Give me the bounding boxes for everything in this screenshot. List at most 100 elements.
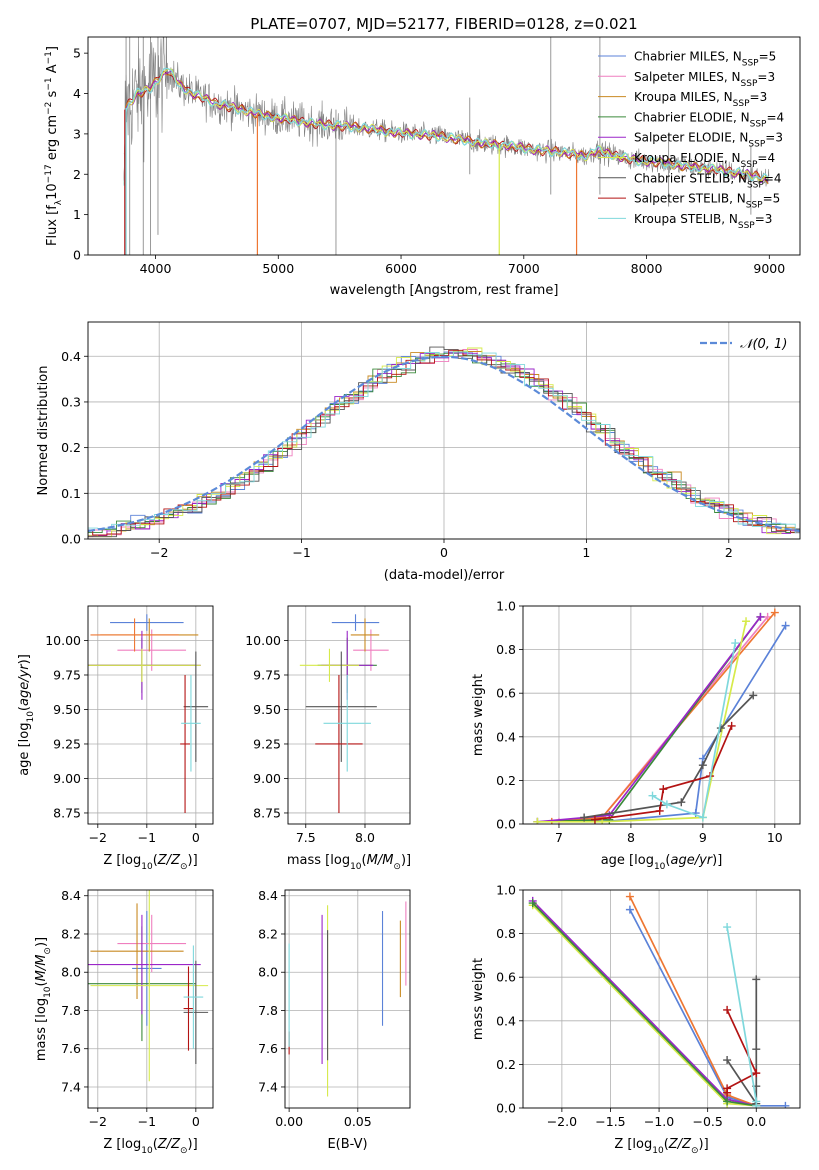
y-tick-label: 8.0: [258, 965, 278, 980]
age_vs_mass-data: [299, 614, 389, 813]
y-tick-label: 0.8: [496, 642, 516, 657]
weight-marker: [698, 761, 707, 770]
axes-frame: [522, 889, 801, 1109]
y-tick-label: 0.6: [496, 686, 516, 701]
y-axis-label: age [log10(age/yr)]: [17, 654, 36, 776]
weight-marker: [625, 892, 634, 901]
weight-marker: [723, 923, 732, 932]
spectrum-data: [123, 37, 770, 255]
y-tick-label: 7.6: [61, 1041, 81, 1056]
legend-label: Chabrier ELODIE, NSSP=4: [634, 110, 784, 129]
y-axis-label-group: mass [log10(M/M⊙)]: [34, 937, 53, 1061]
weight-marker: [752, 975, 761, 984]
y-tick-label: 9.50: [53, 702, 81, 717]
weight_vs_Z-plot: −2.0 −1.5 −1.0 −0.5 0.0 0.0 0.2 0.4 0.6 0.8 1.0 mas…: [471, 883, 801, 1156]
weight-marker: [723, 1005, 732, 1014]
y-tick-label: 7.4: [61, 1079, 81, 1094]
axes-frame: [87, 889, 214, 1109]
weight-marker: [731, 639, 740, 648]
age_vs_mass-plot: 7.5 8.0 8.75 9.00 9.25 9.50 9.75 10.00 mass [log…: [245, 605, 411, 872]
weight-marker: [698, 813, 707, 822]
y-axis-label: mass weight: [471, 958, 486, 1040]
x-tick-label: 9000: [753, 261, 785, 276]
x-tick-label: 0: [440, 545, 448, 560]
y-axis-label-group: age [log10(age/yr)]: [17, 654, 36, 776]
x-tick-label: 7000: [508, 261, 540, 276]
weight-line: [652, 642, 737, 819]
axes-frame: [284, 889, 411, 1109]
x-axis-label: Z [log10(Z/Z⊙)]: [614, 1137, 708, 1156]
model-spectrum-line: [123, 73, 769, 185]
y-tick-label: 9.25: [53, 736, 81, 751]
legend-label: Salpeter ELODIE, NSSP=3: [634, 131, 783, 150]
y-tick-label: 8.75: [253, 805, 281, 820]
y-tick-label: 8.4: [61, 888, 81, 903]
y-tick-label: 7.8: [61, 1003, 81, 1018]
y-tick-label: 1.0: [496, 883, 516, 898]
legend-label: Chabrier STELIB, NSSP=4: [634, 171, 782, 190]
x-tick-label: 0.00: [275, 1114, 303, 1129]
mass_vs_Z-plot: −2 −1 0 7.4 7.6 7.8 8.0 8.2 8.4 Z [log10(Z/Z⊙)] ma…: [34, 888, 214, 1156]
x-tick-label: 10: [767, 830, 783, 845]
y-tick-label: 9.25: [253, 736, 281, 751]
mass_vs_Z-data: [88, 890, 209, 1082]
y-tick-label: 8.0: [61, 965, 81, 980]
y-tick-label: 9.50: [253, 702, 281, 717]
axes-frame: [522, 605, 801, 825]
weight-marker: [580, 813, 589, 822]
axes-frame: [87, 605, 214, 825]
x-tick-label: −2.0: [547, 1114, 577, 1129]
weight-line: [629, 909, 786, 1107]
weight-marker: [752, 1069, 761, 1078]
weight_vs_Z-data: [528, 892, 790, 1108]
x-tick-label: 7: [555, 830, 563, 845]
age_vs_Z-plot: −2 −1 0 8.75 9.00 9.25 9.50 9.75 10.00 Z [log10(Z…: [17, 605, 214, 872]
y-tick-label: 9.00: [53, 771, 81, 786]
mass_vs_EBV-plot: 0.00 0.05 7.4 7.6 7.8 8.0 8.2 8.4 E(B-V): [258, 888, 411, 1152]
x-tick-label: −2: [150, 545, 168, 560]
weight-marker: [752, 1045, 761, 1054]
weight-marker: [716, 724, 725, 733]
mass_vs_EBV-data: [288, 901, 407, 1097]
weight-marker: [756, 612, 765, 621]
model-spectrum-line: [123, 68, 769, 185]
weight-marker: [625, 905, 634, 914]
x-tick-label: 5000: [262, 261, 294, 276]
y-tick-label: 0.3: [61, 394, 81, 409]
y-tick-label: 0.0: [496, 1101, 516, 1116]
legend-label: Kroupa ELODIE, NSSP=4: [634, 151, 775, 170]
weight-line: [537, 621, 747, 823]
weight-marker: [533, 817, 542, 824]
y-tick-label: 7.4: [258, 1079, 278, 1094]
y-tick-label: 10.00: [245, 633, 281, 648]
y-tick-label: 4: [73, 86, 81, 101]
weight-marker: [742, 617, 751, 626]
x-tick-label: −2: [89, 1114, 107, 1129]
y-tick-label: 10.00: [45, 633, 81, 648]
y-tick-label: 1.0: [496, 599, 516, 614]
weight-marker: [752, 1101, 761, 1108]
y-axis-label: Normed distribution: [36, 366, 51, 496]
legend-label: 𝒩(0, 1): [740, 337, 787, 352]
y-tick-label: 8.2: [258, 926, 278, 941]
x-tick-label: 9: [699, 830, 707, 845]
axes-frame: [287, 605, 411, 825]
age_vs_Z-data: [88, 614, 209, 813]
y-tick-label: 0.0: [496, 817, 516, 832]
y-tick-label: 0.4: [496, 729, 516, 744]
y-tick-label: 3: [73, 126, 81, 141]
weight_vs_age-data: [533, 608, 790, 824]
weight-marker: [648, 791, 657, 800]
weight-marker: [781, 1101, 790, 1108]
weight-marker: [662, 800, 671, 809]
x-tick-label: 2: [725, 545, 733, 560]
legend-label: Kroupa MILES, NSSP=3: [634, 90, 767, 109]
x-tick-label: −1.0: [644, 1114, 674, 1129]
x-axis-label: Z [log10(Z/Z⊙)]: [103, 1137, 197, 1156]
y-axis-label-group: Flux [fλ10−17 erg cm−2 s−1 A−1]: [44, 46, 64, 246]
weight-marker: [727, 721, 736, 730]
x-tick-label: 8: [627, 830, 635, 845]
y-tick-label: 8.4: [258, 888, 278, 903]
